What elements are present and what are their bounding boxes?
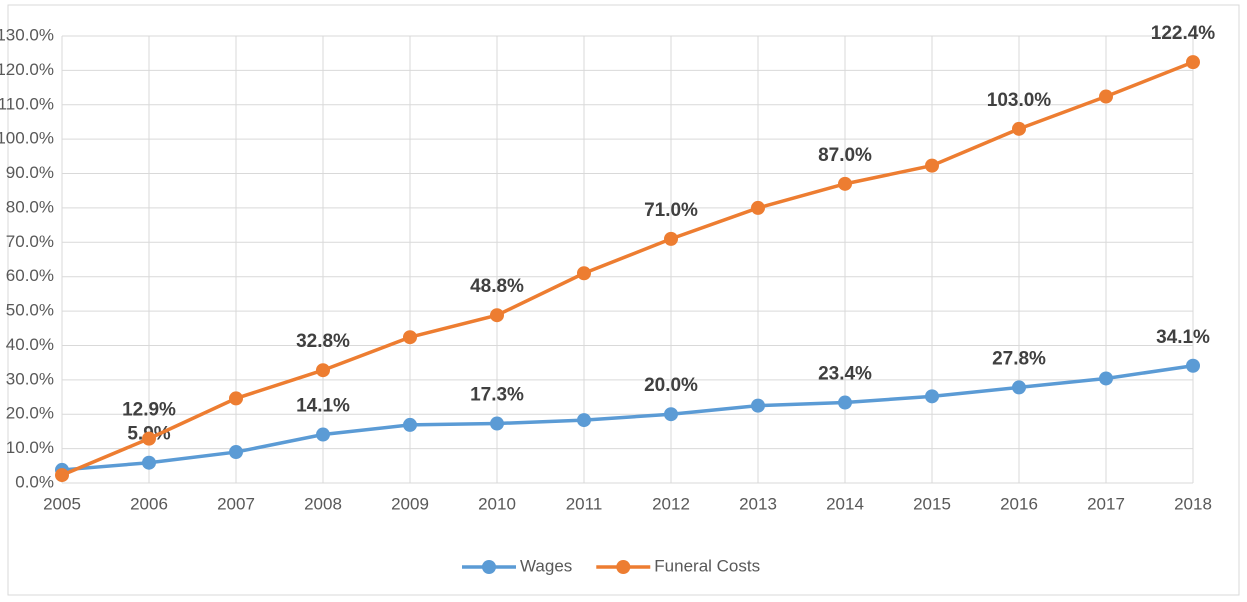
x-tick-label: 2015 <box>913 494 951 513</box>
x-tick-label: 2012 <box>652 494 690 513</box>
x-tick-label: 2013 <box>739 494 777 513</box>
data-point <box>838 176 852 191</box>
data-point <box>403 330 417 345</box>
data-point <box>142 455 156 470</box>
y-tick-label: 0.0% <box>15 472 54 491</box>
chart-border <box>7 4 1240 596</box>
legend-marker <box>482 560 496 574</box>
data-point <box>1099 89 1113 104</box>
data-label: 14.1% <box>296 396 350 417</box>
data-point <box>316 427 330 442</box>
data-point <box>142 431 156 446</box>
data-point <box>1186 55 1200 70</box>
data-label: 71.0% <box>644 200 698 221</box>
data-point <box>751 398 765 413</box>
x-tick-label: 2014 <box>826 494 864 513</box>
data-label: 23.4% <box>818 364 872 385</box>
y-tick-label: 30.0% <box>6 369 54 388</box>
data-point <box>229 445 243 460</box>
y-tick-label: 100.0% <box>0 129 54 148</box>
data-point <box>1012 121 1026 136</box>
data-label: 17.3% <box>470 385 524 406</box>
data-label: 122.4% <box>1151 23 1216 44</box>
data-point <box>490 416 504 431</box>
data-point <box>925 389 939 404</box>
y-tick-label: 40.0% <box>6 335 54 354</box>
data-point <box>664 407 678 422</box>
x-tick-label: 2018 <box>1174 494 1212 513</box>
data-point <box>1099 371 1113 386</box>
x-tick-label: 2011 <box>566 494 603 513</box>
data-label: 27.8% <box>992 348 1046 369</box>
data-point <box>577 413 591 428</box>
y-tick-label: 70.0% <box>6 232 54 251</box>
y-tick-label: 60.0% <box>6 266 54 285</box>
data-point <box>1186 358 1200 373</box>
x-tick-label: 2009 <box>391 494 429 513</box>
y-tick-label: 10.0% <box>6 438 54 457</box>
data-label: 34.1% <box>1156 327 1210 348</box>
x-tick-label: 2017 <box>1087 494 1125 513</box>
y-tick-label: 110.0% <box>0 94 54 113</box>
data-point <box>577 266 591 281</box>
y-tick-label: 80.0% <box>6 197 54 216</box>
data-point <box>55 468 69 483</box>
data-label: 87.0% <box>818 145 872 166</box>
x-tick-label: 2008 <box>304 494 342 513</box>
data-point <box>1012 380 1026 395</box>
legend-marker <box>616 560 631 574</box>
data-label: 48.8% <box>470 276 524 297</box>
x-tick-label: 2005 <box>43 494 81 513</box>
legend-label: Wages <box>520 556 572 575</box>
x-tick-label: 2016 <box>1000 494 1038 513</box>
data-point <box>664 231 678 246</box>
data-label: 32.8% <box>296 331 350 352</box>
y-tick-label: 130.0% <box>0 25 54 44</box>
data-point <box>490 308 504 323</box>
data-point <box>316 363 330 378</box>
series-line <box>61 364 1194 472</box>
data-point <box>229 391 243 406</box>
x-tick-label: 2007 <box>217 494 255 513</box>
data-point <box>403 417 417 432</box>
data-label: 103.0% <box>987 90 1052 111</box>
data-label: 12.9% <box>122 400 176 421</box>
x-tick-label: 2010 <box>478 494 516 513</box>
legend-label: Funeral Costs <box>654 556 760 575</box>
y-tick-label: 90.0% <box>6 163 54 182</box>
series-line <box>61 60 1194 477</box>
y-tick-label: 50.0% <box>6 301 54 320</box>
data-point <box>925 158 939 173</box>
y-tick-label: 120.0% <box>0 60 54 79</box>
data-point <box>838 395 852 410</box>
x-tick-label: 2006 <box>130 494 168 513</box>
y-tick-label: 20.0% <box>6 404 54 423</box>
data-point <box>751 200 765 215</box>
data-label: 20.0% <box>644 375 698 396</box>
